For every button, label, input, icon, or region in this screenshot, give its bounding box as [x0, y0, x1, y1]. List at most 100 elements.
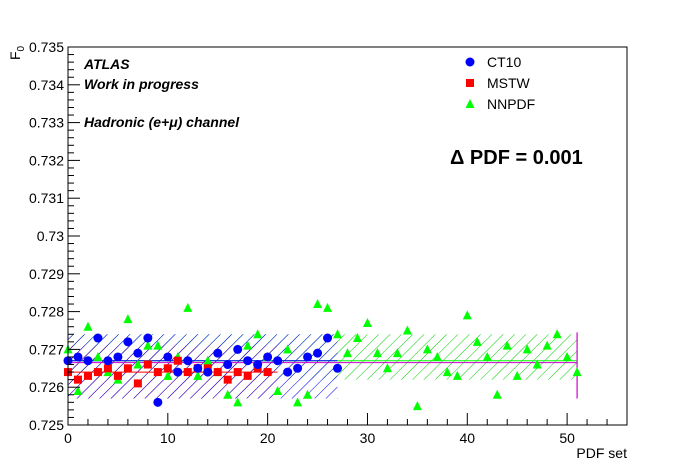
nnpdf-point — [243, 340, 253, 350]
annotation-work-in-progress: Work in progress — [84, 76, 199, 92]
mstw-point — [93, 368, 102, 377]
ct10-point — [93, 333, 103, 343]
x-tick-label: 20 — [260, 430, 276, 446]
ct10-uncertainty-band — [68, 334, 338, 399]
nnpdf-point — [73, 385, 83, 395]
nnpdf-point — [273, 385, 283, 395]
mstw-point — [113, 371, 122, 380]
legend-label-nnpdf: NNPDF — [487, 96, 535, 112]
nnpdf-point — [552, 329, 562, 339]
y-axis: 0.725 0.726 0.727 0.728 0.729 0.73 0.731 0.732 0… — [29, 39, 80, 433]
nnpdf-point — [93, 351, 103, 361]
mstw-point — [73, 375, 82, 384]
ct10-point — [203, 367, 213, 377]
nnpdf-point — [362, 317, 372, 327]
nnpdf-point — [153, 340, 163, 350]
nnpdf-point — [392, 348, 402, 358]
y-tick-label: 0.732 — [29, 152, 64, 168]
ct10-point — [193, 363, 203, 373]
nnpdf-point — [343, 348, 352, 358]
y-axis-title-main: F — [7, 51, 23, 60]
nnpdf-point — [402, 325, 412, 335]
ct10-point — [213, 348, 223, 358]
annotation-channel: Hadronic (e+μ) channel — [84, 114, 240, 130]
nnpdf-point — [143, 340, 153, 350]
nnpdf-point — [412, 401, 422, 411]
y-tick-label: 0.728 — [29, 304, 64, 320]
nnpdf-point — [313, 299, 323, 309]
annotation-atlas: ATLAS — [83, 56, 130, 72]
nnpdf-point — [83, 321, 93, 331]
ct10-point — [273, 356, 283, 366]
mstw-point — [163, 364, 172, 373]
nnpdf-point — [502, 340, 512, 350]
y-tick-label: 0.729 — [29, 266, 64, 282]
nnpdf-point — [422, 344, 432, 354]
nnpdf-point — [123, 314, 133, 324]
nnpdf-point — [253, 329, 263, 339]
y-tick-label: 0.731 — [29, 190, 64, 206]
nnpdf-point — [333, 329, 343, 339]
x-tick-label: 30 — [360, 430, 376, 446]
mstw-point — [243, 371, 252, 380]
nnpdf-point — [452, 370, 462, 380]
nnpdf-point — [382, 363, 392, 373]
nnpdf-point — [303, 389, 313, 399]
mstw-point — [263, 368, 272, 377]
nnpdf-point — [203, 355, 213, 365]
nnpdf-point — [482, 351, 492, 361]
mstw-point — [183, 368, 192, 377]
x-tick-label: 40 — [459, 430, 475, 446]
ct10-point — [183, 356, 193, 366]
ct10-point — [313, 348, 323, 358]
nnpdf-point — [293, 397, 303, 407]
nnpdf-point — [442, 367, 452, 377]
y-axis-title: F0 — [7, 45, 27, 60]
ct10-point — [243, 356, 253, 366]
y-tick-label: 0.726 — [29, 379, 64, 395]
ct10-point — [233, 344, 243, 354]
ct10-point — [283, 367, 293, 377]
nnpdf-point — [462, 310, 472, 320]
ct10-point — [323, 333, 333, 343]
y-tick-label: 0.725 — [29, 417, 64, 433]
nnpdf-point — [323, 302, 333, 312]
legend-label-ct10: CT10 — [487, 54, 521, 70]
legend-marker-ct10 — [465, 57, 475, 67]
nnpdf-point — [572, 367, 582, 377]
y-tick-label: 0.73 — [37, 228, 64, 244]
nnpdf-point — [352, 333, 362, 343]
mstw-point — [173, 356, 182, 365]
nnpdf-point — [372, 348, 382, 358]
nnpdf-point — [432, 351, 442, 361]
ct10-point — [73, 352, 83, 362]
x-tick-label: 0 — [64, 430, 72, 446]
ct10-point — [83, 356, 93, 366]
ct10-point — [333, 363, 343, 373]
nnpdf-point — [163, 370, 173, 380]
nnpdf-point — [223, 389, 233, 399]
x-axis: 0 10 20 30 40 50 — [64, 413, 628, 446]
ct10-point — [103, 356, 113, 366]
y-tick-label: 0.727 — [29, 341, 64, 357]
ct10-point — [113, 352, 123, 362]
ct10-point — [163, 352, 173, 362]
central-lines — [68, 332, 578, 399]
ct10-point — [173, 367, 183, 377]
data-points — [63, 299, 582, 411]
nnpdf-point — [233, 397, 243, 407]
nnpdf-point — [512, 370, 522, 380]
ct10-point — [133, 348, 143, 358]
mstw-point — [153, 368, 162, 377]
legend-marker-mstw — [466, 79, 474, 87]
nnpdf-point — [193, 370, 203, 380]
mstw-point — [143, 360, 152, 369]
ct10-point — [223, 360, 233, 370]
mstw-point — [133, 379, 142, 388]
nnpdf-point — [492, 389, 502, 399]
nnpdf-point — [562, 351, 572, 361]
y-tick-label: 0.733 — [29, 115, 64, 131]
mstw-point — [233, 368, 242, 377]
